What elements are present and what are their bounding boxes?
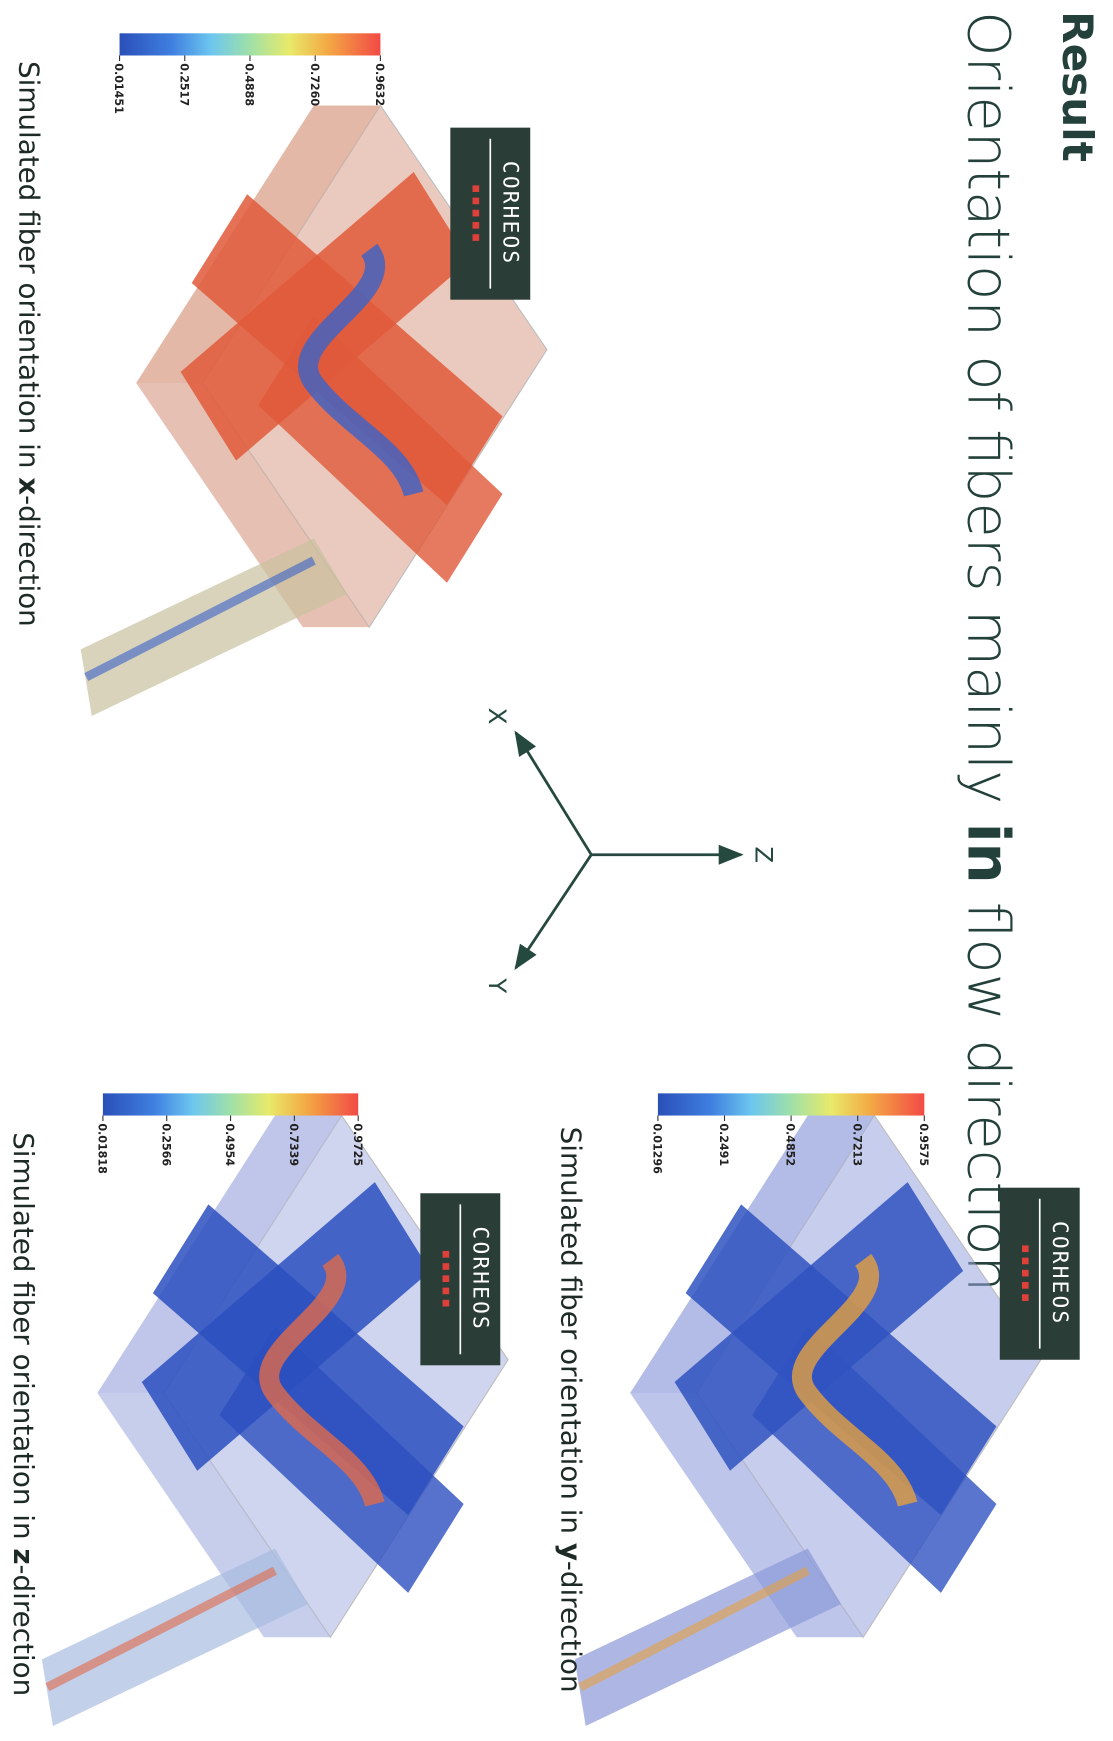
colorbar-label: 0.7213 [850,1123,863,1166]
logo-dot [443,1251,450,1258]
logo-dot [1022,1282,1029,1289]
logo-dot [443,1300,450,1307]
logo-dot [473,210,480,217]
caption-axis: y [554,1543,587,1561]
logo-dot [443,1288,450,1295]
y-axis-arrow [516,855,591,968]
logo-dot [473,198,480,205]
panel-caption: Simulated fiber orientation in y-directi… [554,1127,587,1693]
logo-text: CORHEOS [1048,1221,1073,1325]
panel-caption: Simulated fiber orientation in x-directi… [13,61,46,627]
logo-dot [1022,1294,1029,1301]
caption-part: Simulated fiber orientation in [13,61,46,477]
x-axis-arrow [516,733,591,855]
colorbar-label: 0.9725 [351,1123,364,1166]
x-axis-label: X [483,708,512,725]
caption-part: -direction [554,1561,587,1693]
caption-part: Simulated fiber orientation in [7,1132,40,1548]
z-axis-label: Z [750,846,779,863]
section-title: Result [1053,11,1102,162]
axis-triad [516,733,741,968]
caption-part: -direction [7,1565,40,1697]
y-axis-label: Y [483,977,512,993]
logo-dot [1022,1245,1029,1252]
colorbar-label: 0.7339 [287,1123,300,1166]
logo-dot [443,1263,450,1270]
colorbar-label: 0.01818 [95,1123,108,1174]
logo: CORHEOS [1000,1188,1080,1360]
slide-canvas: Result Orientation of fibers mainly in f… [3,0,1113,1740]
colorbar [103,1093,358,1115]
colorbar-label: 0.2491 [717,1123,730,1166]
logo-text: CORHEOS [469,1227,494,1331]
colorbar-label: 0.2566 [159,1123,172,1166]
title-emphasis: in [955,823,1023,884]
colorbar-label: 0.7260 [308,63,321,106]
colorbar [658,1093,924,1115]
logo-dot [473,234,480,241]
slide: Result Orientation of fibers mainly in f… [3,0,1113,1740]
logo-dot [473,185,480,192]
panel-caption: Simulated fiber orientation in z-directi… [7,1132,40,1696]
logo-dot [1022,1258,1029,1265]
colorbar [120,33,381,55]
caption-part: Simulated fiber orientation in [554,1127,587,1543]
colorbar-label: 0.4954 [223,1123,236,1166]
logo-dot [473,222,480,229]
logo-dot [443,1275,450,1282]
logo: CORHEOS [420,1193,500,1365]
colorbar-label: 0.9632 [373,63,386,106]
caption-part: -direction [13,495,46,627]
colorbar-label: 0.2517 [177,63,190,106]
logo: CORHEOS [450,128,530,300]
logo-text: CORHEOS [499,161,524,265]
colorbar-label: 0.01451 [112,63,125,114]
colorbar-label: 0.9575 [917,1123,930,1166]
slide-title: Orientation of fibers mainly in flow dir… [955,11,1023,1292]
caption-axis: x [13,477,46,495]
title-part: Orientation of fibers mainly [955,11,1023,823]
colorbar-label: 0.4888 [243,63,256,106]
page: Result Orientation of fibers mainly in f… [0,0,1113,1741]
caption-axis: z [7,1548,40,1564]
colorbar-label: 0.4852 [784,1123,797,1166]
logo-dot [1022,1270,1029,1277]
colorbar-label: 0.01296 [650,1123,663,1174]
